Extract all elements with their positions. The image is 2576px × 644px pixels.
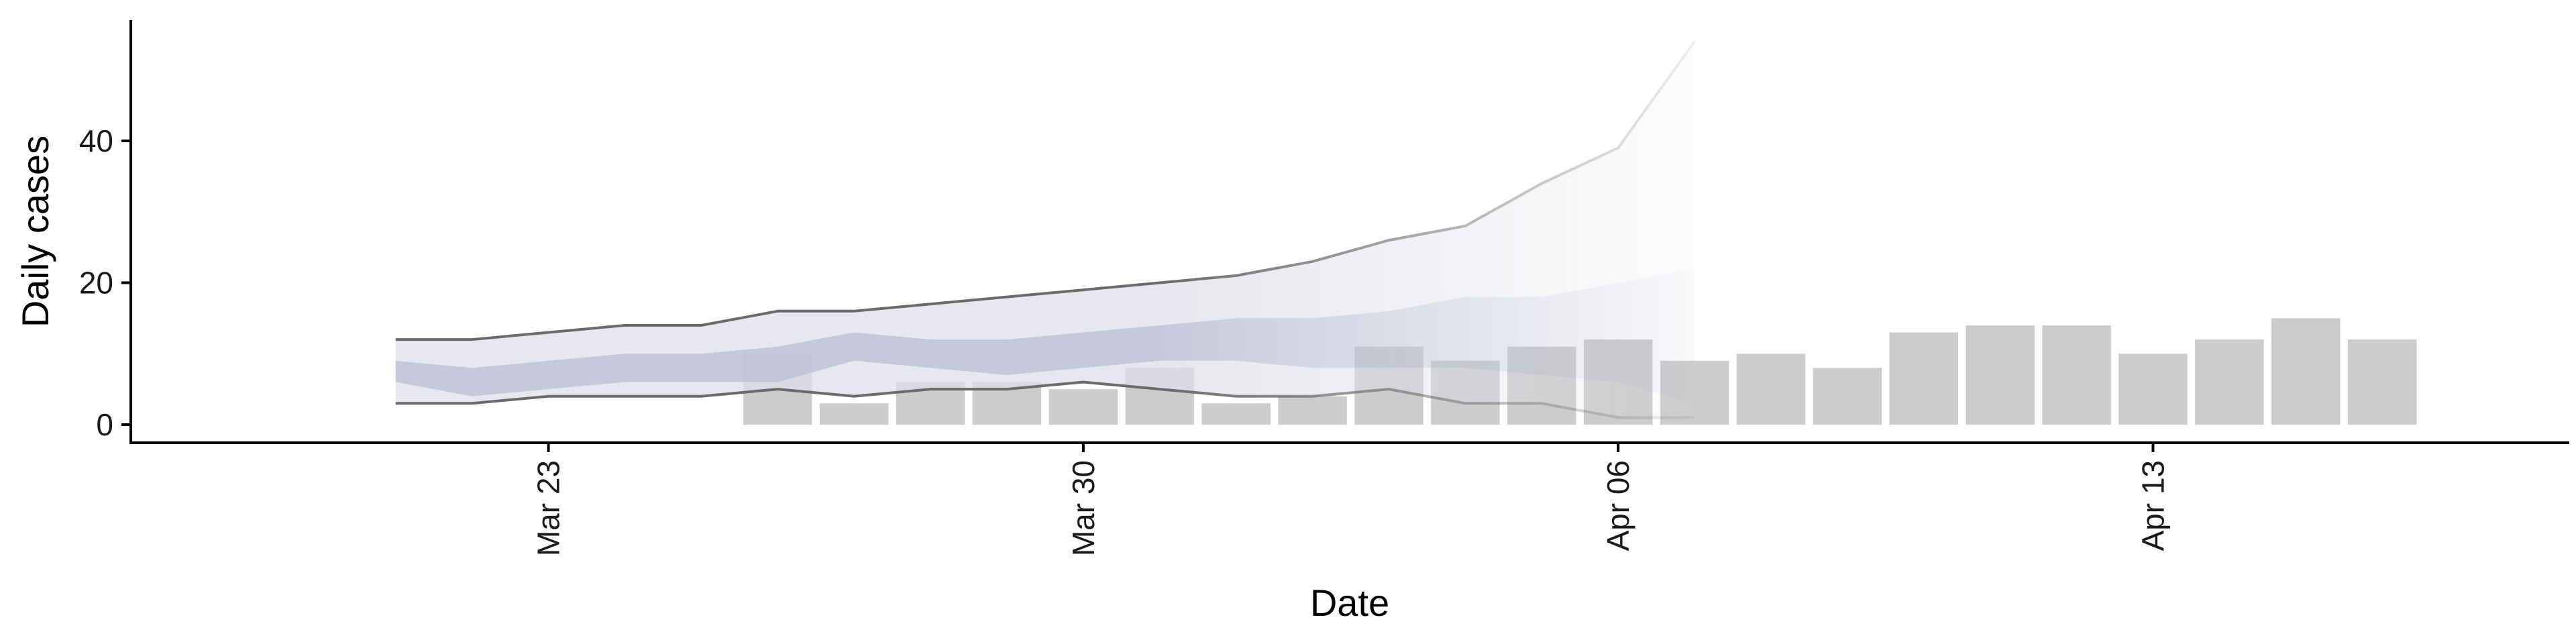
x-ticks: Mar 23 Mar 30 Apr 06 Apr 13 — [531, 443, 2170, 556]
bar-2020-04-01 — [1201, 403, 1271, 425]
outer-lower-line — [395, 380, 1695, 419]
bar-2020-04-16 — [2347, 339, 2417, 425]
inner-interval-band — [395, 268, 1695, 404]
axes — [129, 20, 2569, 444]
bar-2020-04-09 — [1813, 368, 1882, 425]
y-ticks: 0 20 40 — [79, 123, 131, 442]
bar-2020-04-10 — [1889, 332, 1958, 425]
x-tick-label-2020-03-30: Mar 30 — [1066, 460, 1101, 556]
bar-2020-04-15 — [2271, 318, 2341, 425]
bar-2020-04-14 — [2195, 339, 2264, 425]
outer-upper-line — [395, 40, 1696, 341]
y-axis-title: Daily cases — [14, 136, 56, 327]
y-tick-label-20: 20 — [79, 266, 113, 301]
x-tick-label-2020-04-13: Apr 13 — [2135, 460, 2170, 551]
x-tick-label-2020-04-06: Apr 06 — [1601, 460, 1635, 551]
bar-2020-03-30 — [1049, 389, 1118, 425]
y-tick-label-0: 0 — [96, 407, 113, 442]
forecast-ribbon-layer — [395, 40, 1696, 419]
x-axis-title: Date — [1310, 582, 1389, 624]
x-tick-label-2020-03-23: Mar 23 — [531, 460, 566, 556]
bar-2020-04-11 — [1966, 325, 2035, 425]
bar-2020-03-27 — [819, 403, 889, 425]
y-tick-label-40: 40 — [79, 123, 113, 158]
bar-2020-04-12 — [2042, 325, 2111, 425]
bar-2020-04-13 — [2118, 354, 2188, 425]
bar-2020-04-08 — [1736, 354, 1806, 425]
bar-2020-04-02 — [1278, 396, 1347, 425]
